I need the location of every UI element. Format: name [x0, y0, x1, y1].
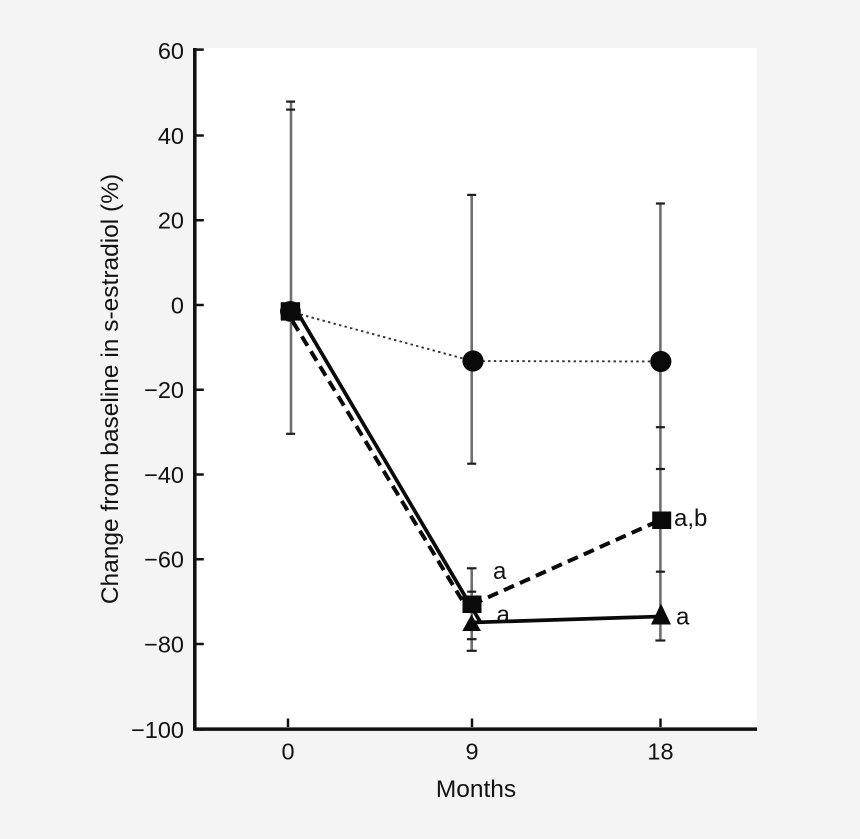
svg-text:a,b: a,b — [674, 505, 707, 532]
svg-text:18: 18 — [647, 739, 673, 765]
svg-text:Months: Months — [436, 776, 516, 803]
svg-text:a: a — [493, 558, 507, 585]
svg-text:0: 0 — [281, 739, 294, 765]
svg-text:60: 60 — [158, 38, 184, 64]
svg-text:−20: −20 — [144, 377, 184, 403]
svg-text:a: a — [497, 602, 511, 629]
svg-text:−60: −60 — [144, 547, 184, 573]
svg-text:0: 0 — [171, 293, 184, 319]
svg-text:Change from baseline in s-estr: Change from baseline in s-estradiol (%) — [97, 174, 124, 604]
svg-text:9: 9 — [465, 739, 478, 765]
svg-text:−100: −100 — [131, 717, 184, 743]
svg-text:−80: −80 — [144, 632, 184, 658]
svg-text:a: a — [676, 604, 690, 631]
svg-text:40: 40 — [158, 123, 184, 149]
svg-text:−40: −40 — [144, 462, 184, 488]
svg-text:20: 20 — [158, 208, 184, 234]
